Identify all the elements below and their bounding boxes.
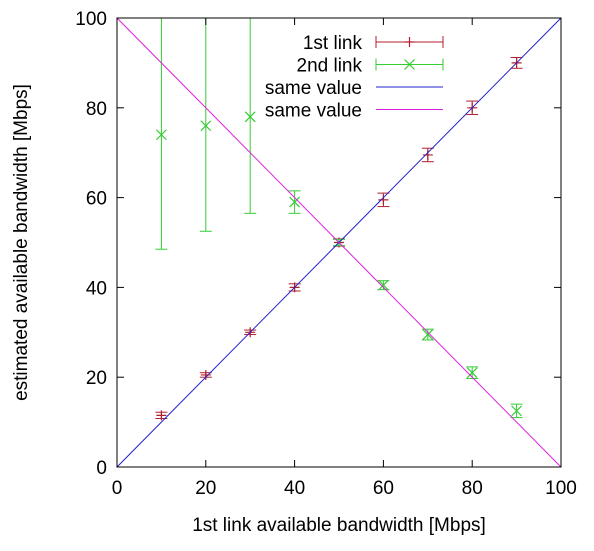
series-1-point-3	[289, 196, 301, 208]
y-tick-label-1: 20	[86, 368, 107, 389]
y-tick-label-0: 0	[96, 458, 107, 479]
y-tick-label-4: 80	[86, 99, 107, 120]
x-tick-label-0: 0	[112, 478, 123, 499]
series-0-point-5	[378, 194, 389, 205]
x-tick-label-5: 100	[545, 478, 577, 499]
series-1-point-2	[244, 111, 256, 123]
series-1-point-8	[511, 405, 523, 417]
x-tick-label-1: 20	[195, 478, 216, 499]
x-tick-label-4: 80	[462, 478, 483, 499]
series-1-point-5	[377, 279, 389, 291]
y-axis-label: estimated available bandwidth [Mbps]	[11, 84, 32, 401]
ticks-layer: 0 20 40 60 80 100 0 20 40 60 80 100	[75, 9, 577, 499]
legend-label-1: 2nd link	[297, 56, 363, 77]
series-1-point-7	[466, 367, 478, 379]
y-tick-label-5: 100	[75, 9, 107, 30]
legend-label-2: same value	[265, 78, 362, 99]
series-1-point-0	[155, 129, 167, 141]
series-1	[155, 18, 523, 419]
series-3-line	[116, 17, 562, 468]
legend-marker-0	[404, 37, 415, 47]
x-tick-label-3: 60	[373, 478, 394, 499]
series-0-point-0	[156, 410, 167, 421]
legend-label-3: same value	[265, 101, 362, 122]
legend-marker-1	[404, 59, 415, 70]
plot-frame	[116, 17, 562, 468]
y-tick-label-2: 40	[86, 278, 107, 299]
series-1-point-6	[422, 329, 434, 340]
series-1-point-1	[200, 120, 212, 132]
y-tick-label-3: 60	[86, 189, 107, 210]
series-0-point-1	[200, 369, 211, 380]
legend-label-0: 1st link	[303, 33, 363, 54]
x-tick-label-2: 40	[284, 478, 305, 499]
series-layer	[116, 17, 562, 468]
series-3	[116, 17, 562, 468]
x-axis-label: 1st link available bandwidth [Mbps]	[192, 515, 486, 536]
series-0-point-6	[422, 149, 433, 160]
